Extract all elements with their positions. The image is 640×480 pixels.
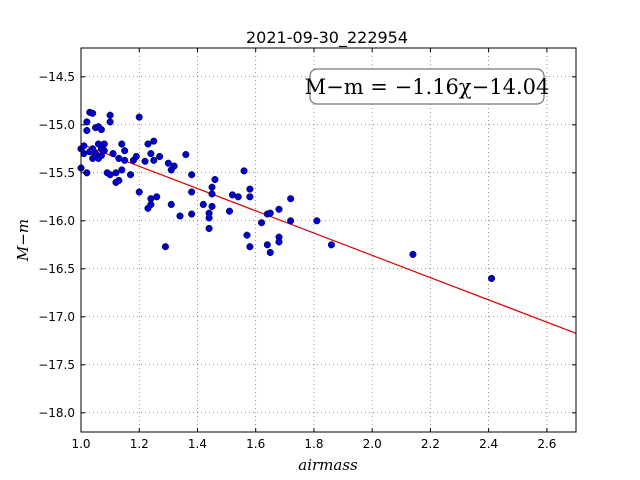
data-point [263,241,271,249]
data-point [225,207,234,215]
y-tick-label: −17.5 [38,358,75,372]
y-tick-label: −14.5 [38,70,75,84]
x-tick-label: 2.2 [421,437,440,451]
annotation-frame [309,68,545,105]
fit-line-group [80,143,577,334]
x-tick-label: 2.4 [479,437,498,451]
data-point [234,193,242,201]
annotation-box: M−m = −1.16χ−14.04 [305,68,550,105]
x-tick-label: 2.6 [537,437,556,451]
data-point [115,176,123,185]
data-point [488,274,496,282]
data-point [109,150,117,158]
data-point [150,137,158,145]
data-point [188,188,196,196]
data-point [246,193,254,201]
data-point [80,142,88,150]
data-point [182,151,190,159]
data-point [205,214,213,222]
data-point [266,248,274,257]
data-point [106,111,114,119]
y-axis-label: M−m [14,219,32,262]
data-point [118,140,126,148]
data-point [132,152,140,161]
data-point [89,109,97,117]
data-point [243,231,251,239]
axes-border [80,47,577,433]
x-axis-label: airmass [298,456,358,474]
data-point [246,243,254,251]
data-point [188,210,196,218]
x-tick-label: 1.2 [130,437,149,451]
data-point [176,212,184,220]
data-point [112,169,120,177]
data-point [126,171,135,179]
data-point [275,238,283,246]
data-point [135,188,143,196]
data-point [83,127,91,135]
data-point [211,175,219,184]
tick-labels: 1.0 1.2 1.4 1.6 1.8 2.0 2.2 2.4 2.6 −14.5 −15.0 −15… [38,70,556,451]
data-point [121,147,129,155]
x-tick-label: 1.0 [71,437,90,451]
data-point [266,209,274,217]
data-point [97,126,105,134]
data-point [118,166,126,174]
x-tick-label: 1.8 [304,437,323,451]
y-tick-label: −16.0 [38,214,75,228]
data-point [100,147,108,155]
data-point [150,156,158,164]
data-point [257,219,266,227]
data-point [121,156,129,164]
data-points [77,108,496,282]
y-tick-label: −17.0 [38,310,75,324]
data-point [208,190,216,198]
data-point [144,140,152,148]
x-tick-label: 2.0 [363,437,382,451]
data-point [275,205,283,213]
data-point [205,224,213,233]
fit-line [80,143,577,334]
data-point [208,183,216,191]
data-point [287,217,295,225]
data-point [164,159,172,167]
y-tick-label: −16.5 [38,262,75,276]
data-point [188,171,196,179]
data-point [287,195,295,203]
x-tick-label: 1.4 [188,437,207,451]
data-point [106,118,114,126]
y-tick-label: −15.0 [38,118,75,132]
data-point [100,140,108,148]
y-tick-label: −15.5 [38,166,75,180]
data-point [167,200,175,209]
data-point [141,157,149,165]
data-point [409,250,417,258]
chart-title: 2021-09-30_222954 [246,28,408,48]
y-tick-label: −18.0 [38,406,75,420]
data-point [161,243,169,251]
data-point [313,217,321,225]
data-point [83,118,91,126]
plot-area [81,48,576,432]
grid-lines [80,48,576,432]
data-point [135,113,143,121]
data-point [246,185,254,193]
data-point [156,152,164,161]
data-point [153,193,161,201]
data-point [147,150,155,158]
data-point [208,202,216,210]
data-point [199,200,207,209]
data-point [240,167,248,175]
data-point [170,162,178,170]
fit-equation: M−m = −1.16χ−14.04 [305,75,550,99]
data-point [327,241,335,249]
x-tick-label: 1.6 [246,437,265,451]
axes-frame [80,47,577,433]
plot-background [81,48,576,432]
